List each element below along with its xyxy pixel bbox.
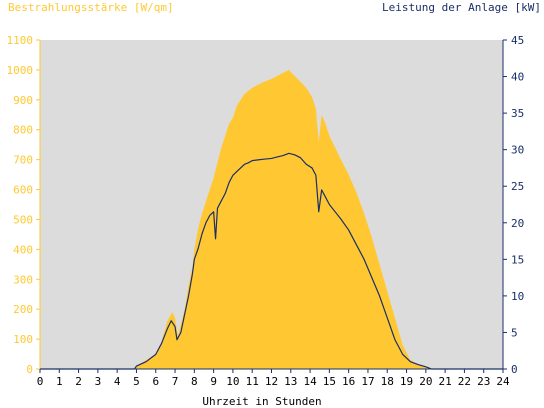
x-axis-tick-label: 21 — [439, 375, 452, 388]
x-axis-tick-label: 8 — [191, 375, 198, 388]
x-axis-tick-label: 3 — [95, 375, 102, 388]
right-axis-tick-label: 40 — [511, 71, 524, 84]
left-axis-tick-label: 100 — [13, 333, 33, 346]
right-axis-tick-label: 35 — [511, 107, 524, 120]
x-axis-tick-label: 4 — [114, 375, 121, 388]
left-axis-tick-label: 700 — [13, 154, 33, 167]
left-axis-tick-label: 800 — [13, 124, 33, 137]
series-layer — [40, 69, 503, 370]
x-axis-tick-label: 13 — [284, 375, 297, 388]
x-axis-tick-label: 24 — [496, 375, 510, 388]
x-axis-tick-label: 22 — [458, 375, 471, 388]
x-axis-tick-label: 2 — [75, 375, 82, 388]
right-axis-title: Leistung der Anlage [kW] — [382, 1, 541, 14]
x-axis-tick-label: 9 — [210, 375, 217, 388]
right-axis-tick-label: 0 — [511, 363, 518, 376]
left-axis-tick-label: 300 — [13, 273, 33, 286]
x-axis-tick-label: 1 — [56, 375, 63, 388]
x-axis-tick-label: 10 — [226, 375, 239, 388]
x-axis-label: Uhrzeit in Stunden — [202, 395, 321, 408]
x-axis-tick-label: 15 — [323, 375, 336, 388]
x-axis-tick-label: 17 — [361, 375, 374, 388]
x-axis-tick-label: 6 — [152, 375, 159, 388]
left-axis-title: Bestrahlungsstärke [W/qm] — [8, 1, 174, 14]
x-axis-tick-label: 12 — [265, 375, 278, 388]
x-axis-tick-label: 16 — [342, 375, 355, 388]
right-axis-tick-label: 10 — [511, 290, 524, 303]
x-axis-tick-label: 18 — [381, 375, 394, 388]
left-axis-tick-label: 400 — [13, 243, 33, 256]
x-axis-tick-label: 7 — [172, 375, 179, 388]
right-axis-tick-label: 20 — [511, 217, 524, 230]
x-axis-tick-label: 23 — [477, 375, 490, 388]
ticks-layer: 0100200300400500600700800900100011000510… — [7, 34, 525, 388]
left-axis-tick-label: 1100 — [7, 34, 34, 47]
x-axis-tick-label: 11 — [246, 375, 259, 388]
left-axis-tick-label: 600 — [13, 184, 33, 197]
x-axis-tick-label: 14 — [303, 375, 317, 388]
left-axis-tick-label: 500 — [13, 213, 33, 226]
x-axis-tick-label: 19 — [400, 375, 413, 388]
x-axis-tick-label: 5 — [133, 375, 140, 388]
left-axis-tick-label: 900 — [13, 94, 33, 107]
irradiance-area — [40, 69, 503, 369]
right-axis-tick-label: 30 — [511, 144, 524, 157]
power-line — [40, 152, 503, 370]
x-axis-tick-label: 0 — [37, 375, 44, 388]
right-axis-tick-label: 5 — [511, 326, 518, 339]
right-axis-tick-label: 25 — [511, 180, 524, 193]
right-axis-tick-label: 45 — [511, 34, 524, 47]
right-axis-tick-label: 15 — [511, 253, 524, 266]
left-axis-tick-label: 0 — [26, 363, 33, 376]
left-axis-tick-label: 200 — [13, 303, 33, 316]
x-axis-tick-label: 20 — [419, 375, 432, 388]
left-axis-tick-label: 1000 — [7, 64, 34, 77]
